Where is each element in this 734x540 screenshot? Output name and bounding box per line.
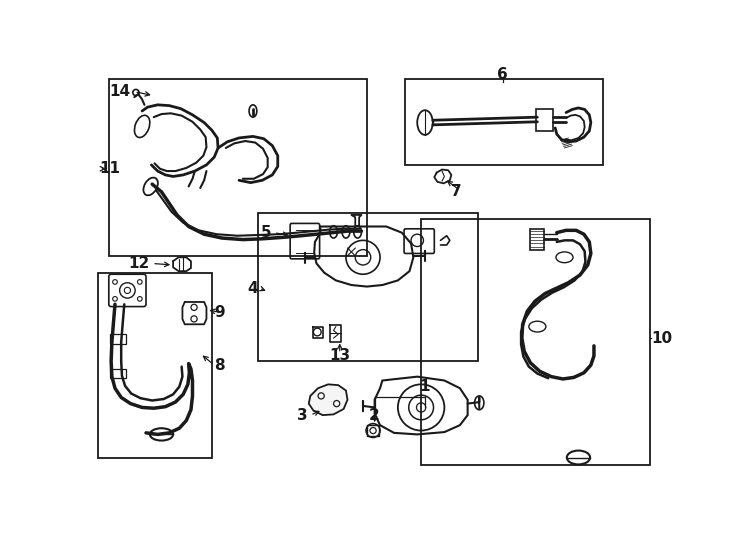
Text: 13: 13 [329, 348, 350, 363]
Text: 6: 6 [497, 66, 508, 82]
Text: 2: 2 [369, 408, 380, 423]
Polygon shape [309, 384, 347, 415]
Bar [110, 334, 126, 343]
Text: 11: 11 [100, 161, 120, 176]
Bar [258, 213, 478, 361]
Text: 14: 14 [109, 84, 131, 99]
Bar [110, 369, 126, 378]
Bar [530, 229, 544, 251]
Bar [98, 273, 212, 457]
Text: 4: 4 [247, 281, 258, 295]
Bar [536, 110, 553, 131]
Text: 5: 5 [261, 225, 272, 240]
Text: 3: 3 [297, 408, 308, 423]
Text: 1: 1 [420, 379, 430, 394]
Text: 12: 12 [128, 256, 150, 271]
Text: 7: 7 [451, 184, 461, 199]
Text: 9: 9 [214, 305, 225, 320]
Bar [109, 79, 367, 256]
Text: 10: 10 [651, 330, 672, 346]
Text: 8: 8 [214, 357, 225, 373]
Bar [405, 79, 603, 165]
Bar [421, 219, 650, 465]
